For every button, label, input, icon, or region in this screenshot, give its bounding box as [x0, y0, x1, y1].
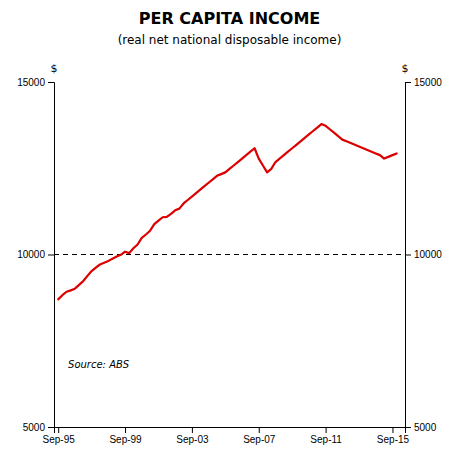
x-axis-line — [55, 428, 406, 434]
tick-label: Sep-95 — [43, 434, 76, 445]
tick-label: 10000 — [17, 249, 45, 260]
line — [58, 124, 396, 299]
texts: PER CAPITA INCOME (real net national disp… — [51, 9, 409, 370]
tick-label: 5000 — [414, 422, 437, 433]
title: PER CAPITA INCOME — [139, 9, 321, 28]
tick-mark — [405, 82, 411, 83]
tick: Sep-03 — [176, 427, 209, 445]
tick: Sep-95 — [43, 427, 76, 445]
tick: Sep-15 — [377, 427, 410, 445]
y-axis-line — [48, 83, 55, 428]
tick: Sep-11 — [310, 427, 342, 445]
x-axis: Sep-95 Sep-99 Sep-03 Sep-07 Sep-11 Sep-15 — [43, 427, 410, 445]
tick-label: Sep-03 — [176, 434, 209, 445]
tick-mark — [48, 427, 54, 428]
tick-label: Sep-07 — [243, 434, 276, 445]
y2-axis-label: $ — [402, 62, 409, 75]
y2-axis: 5000 10000 15000 — [405, 77, 442, 433]
tick-mark — [48, 82, 54, 83]
tick: 15000 — [405, 77, 442, 88]
y-axis-label: $ — [51, 62, 58, 75]
tick-label: Sep-99 — [109, 434, 142, 445]
reference-line — [54, 254, 405, 255]
tick: 15000 — [17, 77, 54, 88]
chart: Sep-95Sep-99Sep-03Sep-07Sep-11Sep-155000… — [0, 0, 459, 459]
tick-label: 5000 — [23, 422, 46, 433]
tick-mark — [125, 427, 126, 433]
tick-label: Sep-11 — [310, 434, 342, 445]
tick-mark — [259, 427, 260, 433]
tick: 5000 — [23, 422, 54, 433]
tick-label: 15000 — [414, 77, 442, 88]
tick-mark — [48, 255, 54, 256]
y-axis: 5000 10000 15000 — [17, 77, 54, 433]
tick: 10000 — [17, 249, 54, 260]
tick-mark — [326, 427, 327, 433]
subtitle: (real net national disposable income) — [118, 33, 342, 47]
tick-mark — [192, 427, 193, 433]
tick-label: 10000 — [414, 249, 442, 260]
tick-mark — [58, 427, 59, 433]
tick-label: 15000 — [17, 77, 45, 88]
tick-mark — [405, 427, 411, 428]
tick: 10000 — [405, 249, 442, 260]
tick: 5000 — [405, 422, 437, 433]
tick-mark — [392, 427, 393, 433]
annotation: Source: ABS — [68, 359, 130, 370]
tick: Sep-07 — [243, 427, 276, 445]
tick: Sep-99 — [109, 427, 142, 445]
tick-mark — [405, 255, 411, 256]
tick-label: Sep-15 — [377, 434, 410, 445]
y2-axis-line — [406, 83, 412, 428]
plot-area — [54, 124, 405, 299]
